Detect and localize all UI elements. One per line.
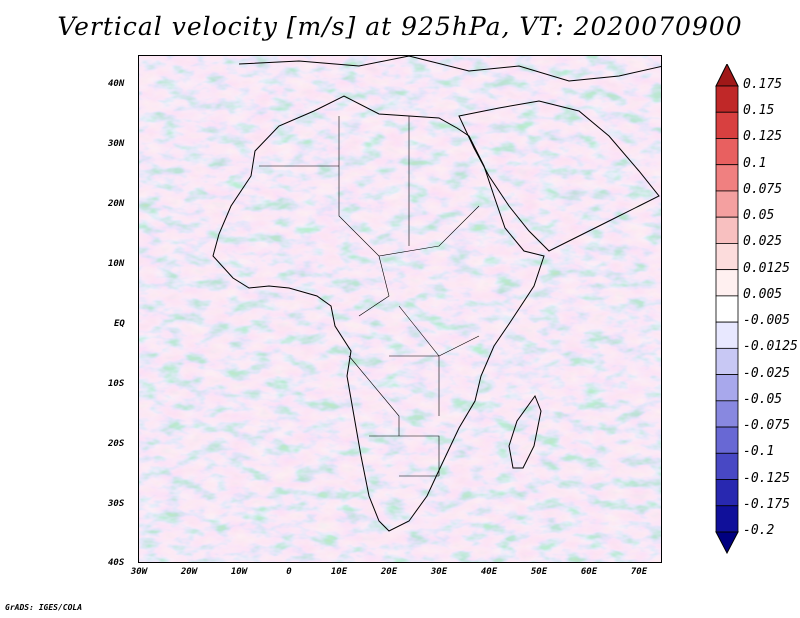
lat-label-10n: 10N <box>108 259 125 269</box>
colorbar-box <box>715 85 739 113</box>
coastlines <box>212 56 661 532</box>
colorbar-box <box>715 347 739 375</box>
colorbar-level-label: -0.025 <box>743 365 790 381</box>
colorbar-level-label: 0.175 <box>743 77 783 92</box>
colorbar-level-label: 0.05 <box>743 208 775 224</box>
colorbar-box <box>715 452 739 480</box>
lon-label-20w: 20W <box>180 567 198 577</box>
lat-label-20n: 20N <box>108 199 125 209</box>
lon-label-30w: 30W <box>130 567 148 577</box>
colorbar-box <box>715 505 739 533</box>
colorbar-box <box>715 138 739 166</box>
colorbar-box <box>715 164 739 192</box>
lon-label-10e: 10E <box>330 567 348 577</box>
colorbar-level-label: -0.005 <box>743 313 790 329</box>
colorbar-level-label: 0.005 <box>743 286 783 302</box>
colorbar-level-label: 0.1 <box>743 155 767 171</box>
lat-label-40s: 40S <box>108 558 125 568</box>
lat-label-20s: 20S <box>108 439 125 449</box>
colorbar-level-label: 0.0125 <box>743 260 790 276</box>
lon-label-70e: 70E <box>630 567 648 577</box>
lon-label-60e: 60E <box>580 567 598 577</box>
colorbar-box <box>715 295 739 323</box>
europe-coastline <box>238 56 661 82</box>
plot-title: Vertical velocity [m/s] at 925hPa, VT: 2… <box>57 12 743 41</box>
colorbar <box>715 64 739 554</box>
colorbar-box <box>715 400 739 428</box>
lon-label-20e: 20E <box>380 567 398 577</box>
colorbar-level-label: -0.175 <box>743 496 790 512</box>
colorbar-level-label: 0.125 <box>743 129 783 145</box>
colorbar-level-label: 0.025 <box>743 234 783 250</box>
colorbar-box <box>715 479 739 507</box>
velocity-field <box>139 56 661 562</box>
colorbar-box <box>715 190 739 218</box>
lon-label-40e: 40E <box>480 567 498 577</box>
africa-coastline <box>212 95 545 532</box>
lat-label-40n: 40N <box>108 79 125 89</box>
lon-label-0: 0 <box>286 567 292 577</box>
credit-text: GrADS: IGES/COLA <box>5 603 83 612</box>
colorbar-level-label: -0.2 <box>743 523 775 538</box>
colorbar-level-label: -0.0125 <box>743 339 798 355</box>
colorbar-level-label: 0.075 <box>743 181 783 197</box>
colorbar-level-label: 0.15 <box>743 103 775 119</box>
colorbar-box <box>715 374 739 402</box>
lon-label-30e: 30E <box>430 567 448 577</box>
colorbar-bottom-arrow <box>715 531 739 554</box>
colorbar-box <box>715 426 739 454</box>
colorbar-level-label: -0.125 <box>743 470 790 486</box>
colorbar-level-label: -0.075 <box>743 418 790 434</box>
madagascar-coastline <box>508 394 542 469</box>
lon-label-10w: 10W <box>230 567 248 577</box>
colorbar-box <box>715 216 739 244</box>
lat-label-eq: EQ <box>114 319 125 329</box>
colorbar-box <box>715 321 739 349</box>
lat-label-10s: 10S <box>108 379 125 389</box>
colorbar-box <box>715 243 739 271</box>
arabia-coastline <box>458 100 660 252</box>
colorbar-top-arrow <box>715 64 739 87</box>
map-panel <box>138 55 662 563</box>
colorbar-box <box>715 269 739 297</box>
country-borders <box>259 116 480 477</box>
lon-label-50e: 50E <box>530 567 548 577</box>
colorbar-box <box>715 111 739 139</box>
colorbar-level-label: -0.1 <box>743 444 775 460</box>
colorbar-level-label: -0.05 <box>743 391 783 407</box>
lat-label-30s: 30S <box>108 499 125 509</box>
lat-label-30n: 30N <box>108 139 125 149</box>
vertical-velocity-map <box>139 56 661 562</box>
